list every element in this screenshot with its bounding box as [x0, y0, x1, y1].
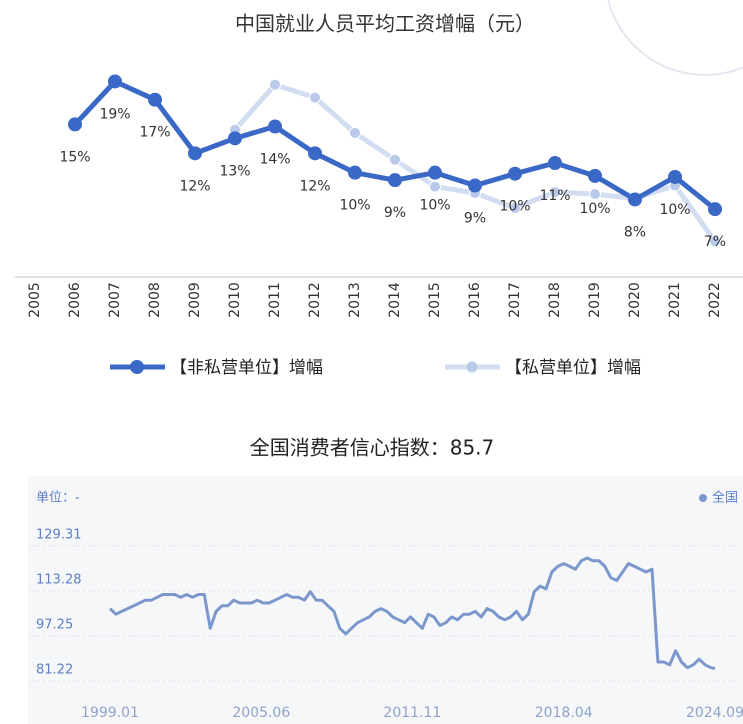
data-label: 11%: [539, 188, 570, 204]
x-tick-label: 2009: [187, 282, 203, 318]
chart-title: 中国就业人员平均工资增幅（元）: [235, 12, 535, 36]
data-label: 19%: [99, 106, 130, 122]
legend-marker: [130, 360, 144, 374]
data-label: 9%: [384, 205, 406, 221]
x-tick-label: 2015: [427, 282, 443, 318]
data-point: [348, 165, 362, 180]
data-point: [709, 235, 721, 248]
x-tick-label: 2022: [707, 282, 723, 318]
data-point: [588, 168, 602, 183]
x-tick-label: 2011.11: [383, 705, 441, 721]
data-point: [429, 180, 441, 193]
data-point: [628, 192, 642, 207]
data-label: 14%: [259, 152, 290, 168]
data-point: [388, 173, 402, 188]
data-point: [389, 153, 401, 166]
data-point: [549, 185, 561, 198]
data-point: [108, 74, 122, 89]
series-line: [108, 556, 716, 670]
data-point: [548, 156, 562, 170]
data-label: 13%: [219, 163, 250, 179]
data-point: [509, 202, 521, 215]
data-point: [269, 78, 281, 91]
data-point: [268, 119, 282, 134]
legend-label: 【私营单位】增幅: [505, 358, 641, 378]
x-tick-label: 2017: [507, 282, 523, 318]
data-point: [228, 131, 242, 146]
legend-label: 全国: [712, 490, 738, 506]
y-tick-label: 97.25: [36, 618, 73, 633]
data-point: [668, 169, 682, 184]
unit-label: 单位：-: [36, 491, 80, 506]
data-label: 10%: [579, 201, 610, 217]
series-line: [73, 79, 717, 212]
x-tick-label: 2007: [107, 282, 123, 318]
x-tick-label: 2010: [227, 282, 243, 318]
x-tick-label: 2006: [67, 282, 83, 318]
data-label: 10%: [339, 198, 370, 214]
data-label: 9%: [464, 211, 486, 227]
x-tick-label: 2005: [27, 282, 43, 318]
data-point: [309, 91, 321, 104]
x-tick-label: 2024.09: [686, 705, 743, 721]
data-label: 17%: [139, 125, 170, 141]
panel: [28, 476, 743, 724]
x-tick-label: 2018.04: [535, 705, 593, 721]
x-tick-label: 2018: [547, 282, 563, 318]
data-label: 15%: [59, 149, 90, 165]
decor-arc: [607, 0, 743, 76]
data-point: [708, 202, 722, 217]
data-point: [468, 178, 482, 193]
legend-marker: [466, 361, 478, 373]
x-tick-label: 2005.06: [232, 705, 290, 721]
data-label: 8%: [624, 224, 646, 240]
legend-label: 【非私营单位】增幅: [170, 358, 323, 378]
x-tick-label: 2011: [267, 282, 283, 318]
y-tick-label: 129.31: [36, 527, 82, 542]
data-point: [508, 166, 522, 181]
x-tick-label: 2016: [467, 282, 483, 318]
x-tick-label: 2014: [387, 282, 403, 318]
data-label: 10%: [499, 199, 530, 215]
data-point: [148, 92, 162, 107]
data-label: 10%: [419, 198, 450, 214]
x-tick-label: 2020: [627, 282, 643, 318]
data-label: 7%: [704, 234, 726, 250]
y-tick-label: 113.28: [36, 572, 82, 587]
data-point: [428, 165, 442, 180]
data-point: [68, 117, 82, 132]
data-point: [308, 146, 322, 161]
data-label: 10%: [659, 202, 690, 218]
x-tick-label: 2008: [147, 282, 163, 318]
x-tick-label: 2019: [587, 282, 603, 318]
x-tick-label: 2012: [307, 282, 323, 318]
x-tick-label: 2013: [347, 282, 363, 318]
data-point: [349, 126, 361, 139]
y-tick-label: 81.22: [36, 663, 73, 678]
data-label: 12%: [179, 178, 210, 194]
legend-marker: [699, 494, 707, 502]
data-label: 12%: [299, 178, 330, 194]
chart-title: 全国消费者信心指数：85.7: [250, 436, 495, 460]
x-tick-label: 1999.01: [81, 705, 139, 721]
data-point: [589, 188, 601, 201]
data-point: [188, 146, 202, 161]
x-tick-label: 2021: [667, 282, 683, 318]
